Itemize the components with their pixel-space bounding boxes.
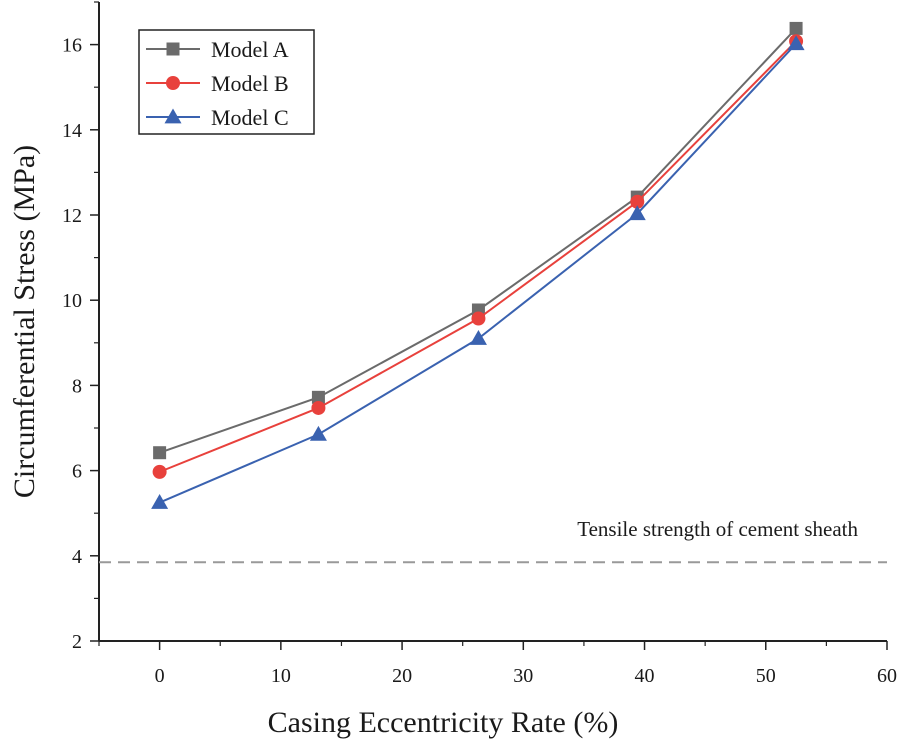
legend-label: Model A — [211, 37, 289, 62]
y-tick-label: 6 — [72, 461, 82, 483]
data-point — [628, 205, 646, 221]
y-axis-title: Circumferential Stress (MPa) — [8, 145, 41, 498]
data-point — [787, 35, 805, 51]
y-tick-label: 8 — [72, 375, 82, 397]
axes-group: 0 10 20 30 40 50 60 2 4 6 8 10 12 14 16 — [62, 1, 897, 687]
legend-marker — [164, 108, 182, 124]
legend-marker — [166, 76, 180, 90]
legend-label: Model B — [211, 71, 289, 96]
data-point — [471, 311, 486, 326]
x-axis-title: Casing Eccentricity Rate (%) — [268, 706, 619, 739]
legend-entries: Model A Model B Model C — [146, 37, 289, 130]
data-point — [630, 194, 645, 209]
y-tick-label: 10 — [62, 290, 82, 312]
y-ticks: 2 4 6 8 10 12 14 16 — [62, 1, 99, 653]
legend: Model A Model B Model C — [138, 29, 315, 135]
data-point — [153, 446, 167, 460]
data-point — [469, 330, 487, 345]
x-tick-label: 10 — [271, 665, 291, 687]
y-tick-label: 2 — [72, 631, 82, 653]
x-tick-label: 20 — [392, 665, 412, 687]
x-tick-label: 40 — [635, 665, 655, 687]
y-tick-label: 14 — [62, 120, 82, 142]
series-model-c — [151, 35, 805, 509]
data-point — [789, 21, 803, 35]
x-tick-label: 60 — [877, 665, 897, 687]
x-ticks: 0 10 20 30 40 50 60 — [98, 641, 897, 687]
x-tick-label: 0 — [155, 665, 165, 687]
series-model-b — [152, 34, 804, 479]
legend-marker — [166, 42, 180, 56]
x-tick-label: 50 — [756, 665, 776, 687]
y-tick-label: 16 — [62, 35, 82, 57]
data-point — [151, 494, 169, 509]
series-layer — [151, 21, 805, 509]
x-tick-label: 30 — [513, 665, 533, 687]
data-point — [309, 425, 327, 441]
legend-label: Model C — [211, 105, 289, 130]
data-point — [152, 464, 167, 479]
y-tick-label: 12 — [62, 205, 82, 227]
y-tick-label: 4 — [72, 546, 82, 568]
reference-line-label: Tensile strength of cement sheath — [577, 517, 858, 541]
data-point — [311, 400, 326, 415]
data-point — [311, 390, 325, 404]
